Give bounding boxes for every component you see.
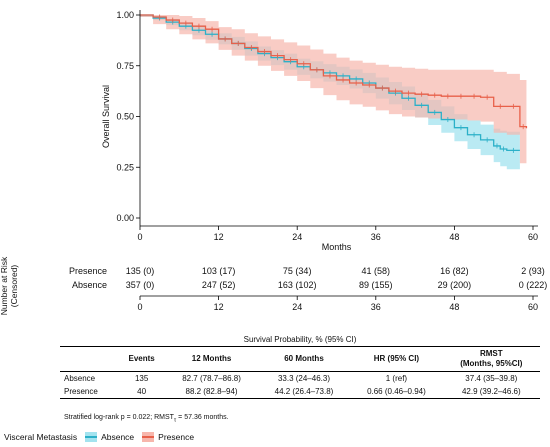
- rmst-header-line: RMST: [479, 349, 503, 358]
- axes: 0.00 0.25 0.50 0.75 1.00 0 12 24 36 48 60 Months Ove…: [101, 10, 538, 250]
- footnote-text: Stratified log-rank p = 0.022; RMST: [64, 414, 174, 421]
- header-hr: HR (95% CI): [350, 346, 443, 372]
- risk-tick-label: 60: [528, 302, 538, 312]
- cell-12-months: 82.7 (78.7–86.8): [182, 374, 241, 383]
- row-label: Presence: [60, 385, 118, 399]
- y-tick-label: 0.75: [116, 61, 134, 71]
- risk-cell: 357 (0): [126, 280, 155, 290]
- y-tick-label: 0.25: [116, 162, 134, 172]
- table-row: Absence 135 82.7 (78.7–86.8) 33.3 (24–46…: [60, 372, 540, 386]
- survival-table: Events 12 Months 60 Months HR (95% CI) R…: [60, 346, 540, 399]
- survival-table-title: Survival Probability, % (95% CI): [243, 335, 357, 344]
- risk-cell: 247 (52): [202, 280, 236, 290]
- risk-tick-label: 48: [449, 302, 459, 312]
- risk-tick-label: 0: [137, 302, 142, 312]
- curve-absence: [140, 14, 520, 152]
- header-events: Events: [117, 346, 166, 372]
- row-label: Absence: [64, 374, 96, 383]
- y-tick-label: 0.00: [116, 213, 134, 223]
- legend-label-absence: Absence: [101, 432, 135, 442]
- risk-cell: 89 (155): [359, 280, 393, 290]
- legend-swatch-presence: [142, 432, 155, 442]
- footnote-suffix: = 57.36 months.: [176, 414, 229, 421]
- x-tick-label: 60: [528, 232, 538, 242]
- risk-cell: 2 (93): [521, 266, 545, 276]
- x-axis-label: Months: [322, 242, 352, 250]
- legend-swatch-absence: [85, 432, 98, 442]
- risk-title-line: (Censored): [9, 265, 19, 308]
- rmst-header-line: (Months, 95%CI): [460, 359, 523, 368]
- table-row: Presence 40 88.2 (82.8–94) 44.2 (26.4–73…: [60, 385, 540, 399]
- x-tick-label: 12: [214, 232, 224, 242]
- ci-band-presence: [140, 15, 527, 165]
- header-60-months: 60 Months: [257, 346, 351, 372]
- y-tick-label: 1.00: [116, 10, 134, 20]
- risk-table: Number at Risk(Censored) Presence 135 (0) 1…: [0, 256, 548, 315]
- risk-tick-label: 12: [214, 302, 224, 312]
- risk-title-line: Number at Risk: [0, 256, 9, 315]
- risk-tick-label: 36: [371, 302, 381, 312]
- header-12-months: 12 Months: [165, 346, 258, 372]
- cell-12-months: 88.2 (82.8–94): [165, 385, 258, 399]
- header-empty: [60, 346, 118, 372]
- km-chart: 0.00 0.25 0.50 0.75 1.00 0 12 24 36 48 60 Months Ove…: [101, 10, 538, 250]
- survival-table-header: Events 12 Months 60 Months HR (95% CI) R…: [60, 346, 540, 372]
- risk-cell: 103 (17): [202, 266, 236, 276]
- risk-cell: 163 (102): [278, 280, 317, 290]
- footnote-subscript: τ: [173, 417, 177, 424]
- x-tick-label: 48: [449, 232, 459, 242]
- footnote: Stratified log-rank p = 0.022; RMSTτ = 5…: [64, 414, 229, 423]
- legend: Visceral Metastasis Absence Presence: [4, 432, 194, 442]
- y-tick-label: 0.50: [116, 112, 134, 122]
- cell-60-months: 44.2 (26.4–73.8): [257, 385, 351, 399]
- legend-label-presence: Presence: [158, 432, 195, 442]
- risk-cell: 75 (34): [283, 266, 312, 276]
- cell-rmst: 37.4 (35–39.8): [465, 374, 518, 383]
- x-tick-label: 24: [292, 232, 302, 242]
- header-rmst: RMST (Months, 95%CI): [442, 346, 540, 372]
- risk-tick-label: 24: [292, 302, 302, 312]
- cell-events: 135: [134, 374, 149, 383]
- cell-events: 40: [117, 385, 166, 399]
- cell-hr: 1 (ref): [385, 374, 408, 383]
- cell-60-months: 33.3 (24–46.3): [277, 374, 330, 383]
- legend-title: Visceral Metastasis: [4, 432, 78, 442]
- ci-band-absence: [140, 15, 520, 170]
- cell-hr: 0.66 (0.46–0.94): [350, 385, 443, 399]
- censor-marks: [159, 14, 524, 153]
- x-tick-label: 0: [137, 232, 142, 242]
- risk-cell: 41 (58): [362, 266, 391, 276]
- risk-cell: 16 (82): [440, 266, 469, 276]
- risk-row-label: Absence: [72, 280, 107, 290]
- cell-rmst: 42.9 (39.2–46.6): [442, 385, 540, 399]
- risk-cell: 135 (0): [126, 266, 155, 276]
- risk-cell: 0 (222): [519, 280, 548, 290]
- confidence-bands: [140, 15, 527, 170]
- y-axis-label: Overall Survival: [101, 85, 111, 148]
- risk-table-title: Number at Risk(Censored): [0, 256, 19, 315]
- risk-cell: 29 (200): [438, 280, 472, 290]
- x-tick-label: 36: [371, 232, 381, 242]
- risk-row-label: Presence: [69, 266, 107, 276]
